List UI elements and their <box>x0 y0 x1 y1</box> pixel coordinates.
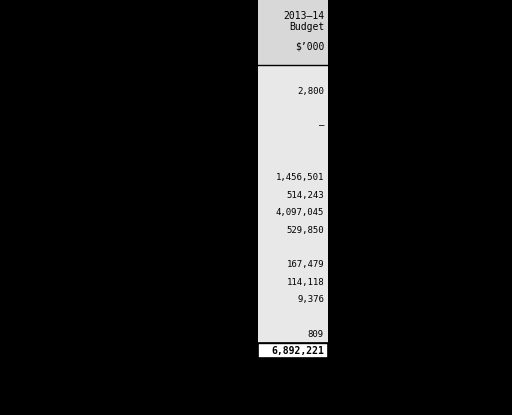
Bar <box>258 308 328 326</box>
Bar <box>258 239 328 256</box>
Bar <box>258 187 328 204</box>
Bar <box>0 187 258 204</box>
Bar <box>258 343 328 358</box>
Bar <box>0 134 258 152</box>
Bar <box>0 326 258 343</box>
Bar <box>258 256 328 273</box>
Bar <box>258 152 328 169</box>
Bar <box>258 273 328 291</box>
Text: 1,456,501: 1,456,501 <box>275 173 324 183</box>
Bar <box>0 117 258 134</box>
Text: Budget: Budget <box>289 22 324 32</box>
Text: 6,892,221: 6,892,221 <box>271 346 324 356</box>
Bar <box>0 273 258 291</box>
Bar <box>258 82 328 100</box>
Text: 514,243: 514,243 <box>286 191 324 200</box>
Text: –: – <box>318 121 324 130</box>
Bar <box>258 326 328 343</box>
Bar <box>258 117 328 134</box>
Bar <box>0 291 258 308</box>
Bar <box>0 169 258 187</box>
Bar <box>258 134 328 152</box>
Text: 167,479: 167,479 <box>286 260 324 269</box>
Bar <box>0 65 258 82</box>
Text: 2013–14: 2013–14 <box>283 11 324 21</box>
Bar <box>0 308 258 326</box>
Bar <box>258 204 328 221</box>
Bar <box>0 221 258 239</box>
Bar <box>0 343 258 358</box>
Bar <box>258 0 328 65</box>
Bar <box>0 82 258 100</box>
Bar <box>0 204 258 221</box>
Text: 529,850: 529,850 <box>286 226 324 234</box>
Bar <box>258 100 328 117</box>
Text: 9,376: 9,376 <box>297 295 324 304</box>
Text: 114,118: 114,118 <box>286 278 324 287</box>
Bar <box>0 358 512 415</box>
Text: $’000: $’000 <box>294 42 324 51</box>
Text: 2,800: 2,800 <box>297 87 324 95</box>
Bar <box>258 65 328 82</box>
Bar <box>0 100 258 117</box>
Bar <box>0 239 258 256</box>
Text: 4,097,045: 4,097,045 <box>275 208 324 217</box>
Text: 809: 809 <box>308 330 324 339</box>
Bar <box>0 0 258 65</box>
Bar <box>258 291 328 308</box>
Bar <box>258 169 328 187</box>
Bar <box>0 152 258 169</box>
Bar <box>258 221 328 239</box>
Bar <box>0 256 258 273</box>
